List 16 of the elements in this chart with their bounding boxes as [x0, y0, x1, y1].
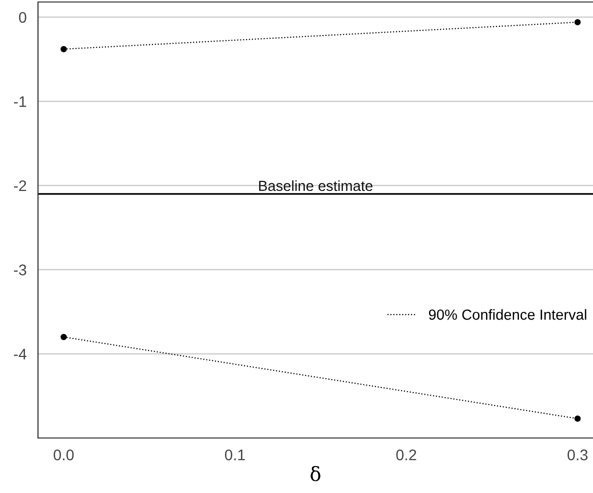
y-tick-label: -1 — [14, 96, 26, 107]
y-tick-label: -3 — [14, 264, 26, 276]
x-tick-label: 0.0 — [54, 450, 74, 460]
y-tick-label: -2 — [14, 180, 26, 192]
x-tick-label: 0.3 — [568, 450, 588, 460]
y-tick-label: 0 — [18, 12, 26, 23]
y-tick-label: -4 — [14, 348, 26, 360]
ref-line-label: Baseline estimate — [259, 180, 372, 192]
x-tick-label: 0.2 — [396, 450, 416, 460]
point — [574, 19, 581, 26]
point — [60, 46, 67, 52]
point — [574, 416, 581, 422]
point — [60, 334, 67, 340]
x-axis-title: δ — [310, 466, 320, 482]
x-tick-label: 0.1 — [224, 450, 245, 460]
legend-label: 90% Confidence Interval — [428, 309, 586, 320]
